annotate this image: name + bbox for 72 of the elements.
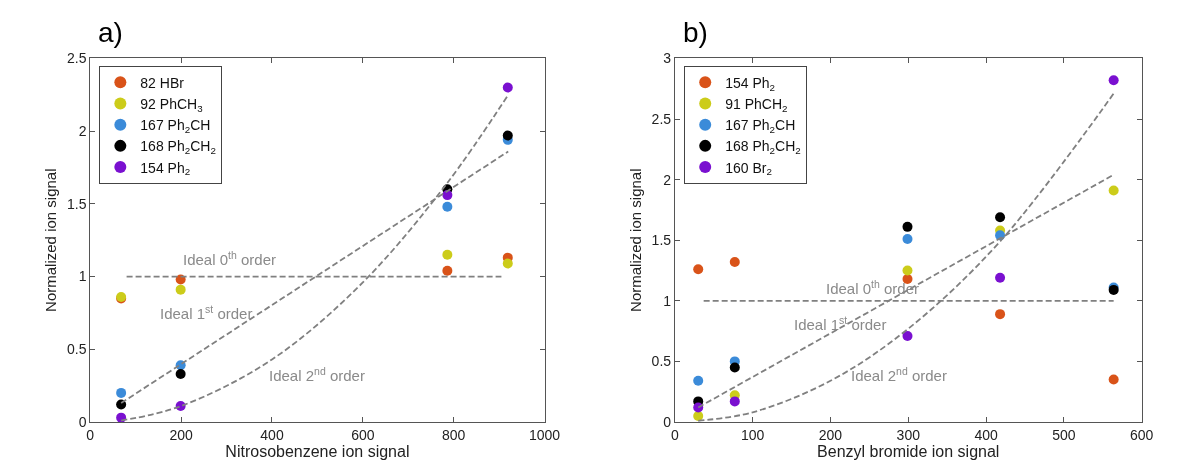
y-tick-label: 0.5 — [66, 341, 87, 358]
point — [729, 257, 740, 268]
point — [175, 369, 186, 379]
annotation: Ideal 2$^{nd}$ order — [851, 365, 947, 385]
point — [116, 387, 127, 398]
legend-label: 92 PhCH$_{3}$ — [140, 95, 204, 114]
point — [175, 284, 186, 295]
annotation: Ideal 0$^{th}$ order — [183, 249, 276, 269]
point — [502, 130, 513, 141]
y-axis-title: Normalized ion signal — [626, 168, 644, 312]
annotation: Ideal 1$^{st}$ order — [794, 314, 887, 334]
point — [729, 396, 740, 407]
point — [1108, 75, 1119, 86]
point — [902, 273, 913, 284]
x-tick-label: 400 — [974, 426, 998, 443]
point — [442, 201, 453, 212]
point — [902, 221, 913, 232]
point — [995, 272, 1006, 283]
legend-label: 82 HBr — [140, 74, 185, 91]
x-tick-label: 600 — [1129, 426, 1154, 443]
x-tick-label: 500 — [1052, 426, 1076, 443]
annotation: Ideal 2$^{nd}$ order — [269, 365, 365, 385]
chart-title: b) — [683, 17, 708, 48]
y-tick-label: 1 — [663, 292, 672, 309]
point — [729, 362, 740, 373]
legend-label: 154 Ph$_{2}$ — [140, 159, 191, 178]
y-tick-label: 2 — [78, 123, 87, 140]
point — [902, 330, 913, 341]
y-tick-label: 1.5 — [66, 195, 87, 212]
point — [442, 265, 453, 276]
x-axis-title: Nitrosobenzene ion signal — [225, 443, 410, 461]
y-tick-label: 2 — [663, 171, 672, 188]
x-tick-label: 200 — [169, 426, 194, 443]
chart-title: a) — [98, 17, 123, 48]
point — [693, 264, 704, 275]
x-tick-label: 1000 — [529, 426, 561, 443]
legend-label: 160 Br$_{2}$ — [725, 159, 772, 178]
y-tick-label: 3 — [663, 50, 672, 67]
x-tick-label: 800 — [442, 426, 466, 443]
point — [693, 410, 704, 421]
y-tick-label: 1 — [78, 268, 87, 285]
x-axis-title: Benzyl bromide ion signal — [817, 443, 1000, 461]
y-tick-label: 1.5 — [651, 232, 672, 249]
point — [995, 309, 1006, 320]
legend-label: 168 Ph$_{2}$CH$_{2}$ — [725, 138, 801, 157]
legend-label: 168 Ph$_{2}$CH$_{2}$ — [140, 138, 216, 157]
annotation: Ideal 1$^{st}$ order — [160, 303, 253, 323]
y-axis-title: Normalized ion signal — [42, 168, 60, 312]
point — [1108, 185, 1119, 196]
x-tick-label: 300 — [896, 426, 921, 443]
point — [442, 249, 453, 260]
point — [995, 212, 1006, 223]
y-tick-label: 0.5 — [651, 353, 672, 370]
x-tick-label: 100 — [740, 426, 765, 443]
y-tick-label: 0 — [78, 413, 87, 430]
x-tick-label: 200 — [818, 426, 843, 443]
point — [1108, 374, 1119, 385]
point — [693, 375, 704, 386]
x-tick-label: 600 — [351, 426, 375, 443]
point — [902, 265, 913, 276]
y-tick-label: 2.5 — [66, 50, 87, 67]
x-tick-label: 400 — [260, 426, 284, 443]
legend-label: 154 Ph$_{2}$ — [725, 74, 776, 93]
point — [502, 82, 513, 93]
legend-label: 167 Ph$_{2}$CH — [725, 117, 796, 136]
y-tick-label: 0 — [663, 413, 672, 430]
point — [902, 233, 913, 244]
annotation: Ideal 0$^{th}$ order — [826, 278, 919, 298]
legend-label: 91 PhCH$_{2}$ — [725, 95, 788, 114]
y-tick-label: 2.5 — [651, 110, 672, 127]
legend-label: 167 Ph$_{2}$CH — [140, 117, 211, 136]
point — [502, 258, 513, 269]
